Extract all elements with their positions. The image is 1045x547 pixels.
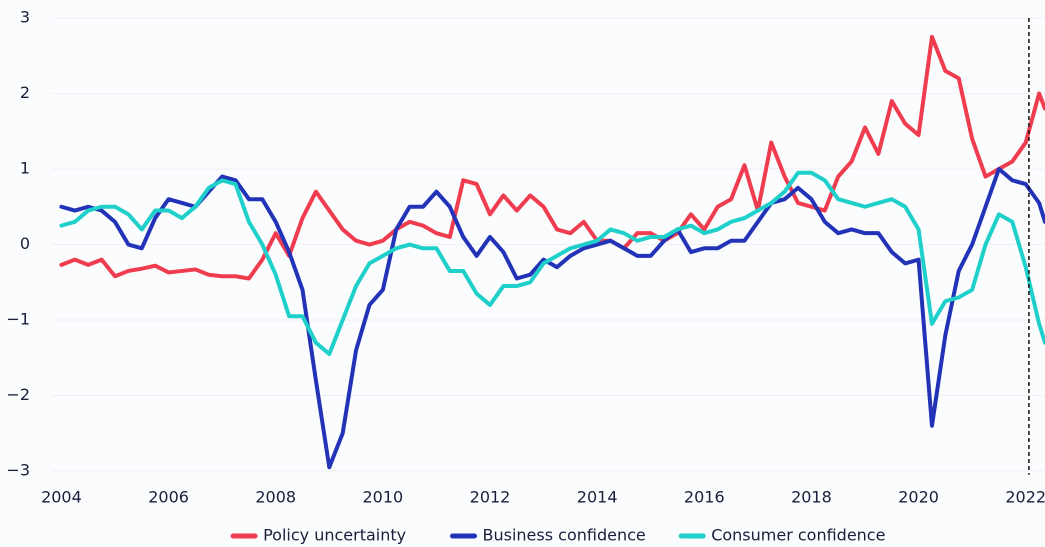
y-tick-label: −2	[6, 385, 30, 404]
x-tick-label: 2004	[41, 488, 82, 507]
series-line	[59, 170, 1045, 356]
y-tick-label: 0	[20, 234, 30, 253]
series-line	[59, 167, 1045, 470]
x-tick-label: 2016	[684, 488, 725, 507]
x-tick-label: 2014	[577, 488, 618, 507]
legend-label: Business confidence	[483, 526, 646, 545]
y-tick-label: 2	[20, 83, 30, 102]
legend-label: Consumer confidence	[711, 526, 885, 545]
x-tick-label: 2020	[898, 488, 939, 507]
y-tick-label: −1	[6, 310, 30, 329]
y-tick-label: −3	[6, 461, 30, 480]
x-tick-label: 2018	[791, 488, 832, 507]
legend-label: Policy uncertainty	[263, 526, 406, 545]
x-tick-label: 2006	[148, 488, 189, 507]
y-tick-label: 1	[20, 159, 30, 178]
x-tick-label: 2022	[1005, 488, 1045, 507]
x-tick-label: 2010	[362, 488, 403, 507]
series-line	[59, 34, 1045, 281]
x-tick-label: 2008	[255, 488, 296, 507]
x-tick-label: 2012	[470, 488, 511, 507]
y-tick-label: 3	[20, 8, 30, 27]
